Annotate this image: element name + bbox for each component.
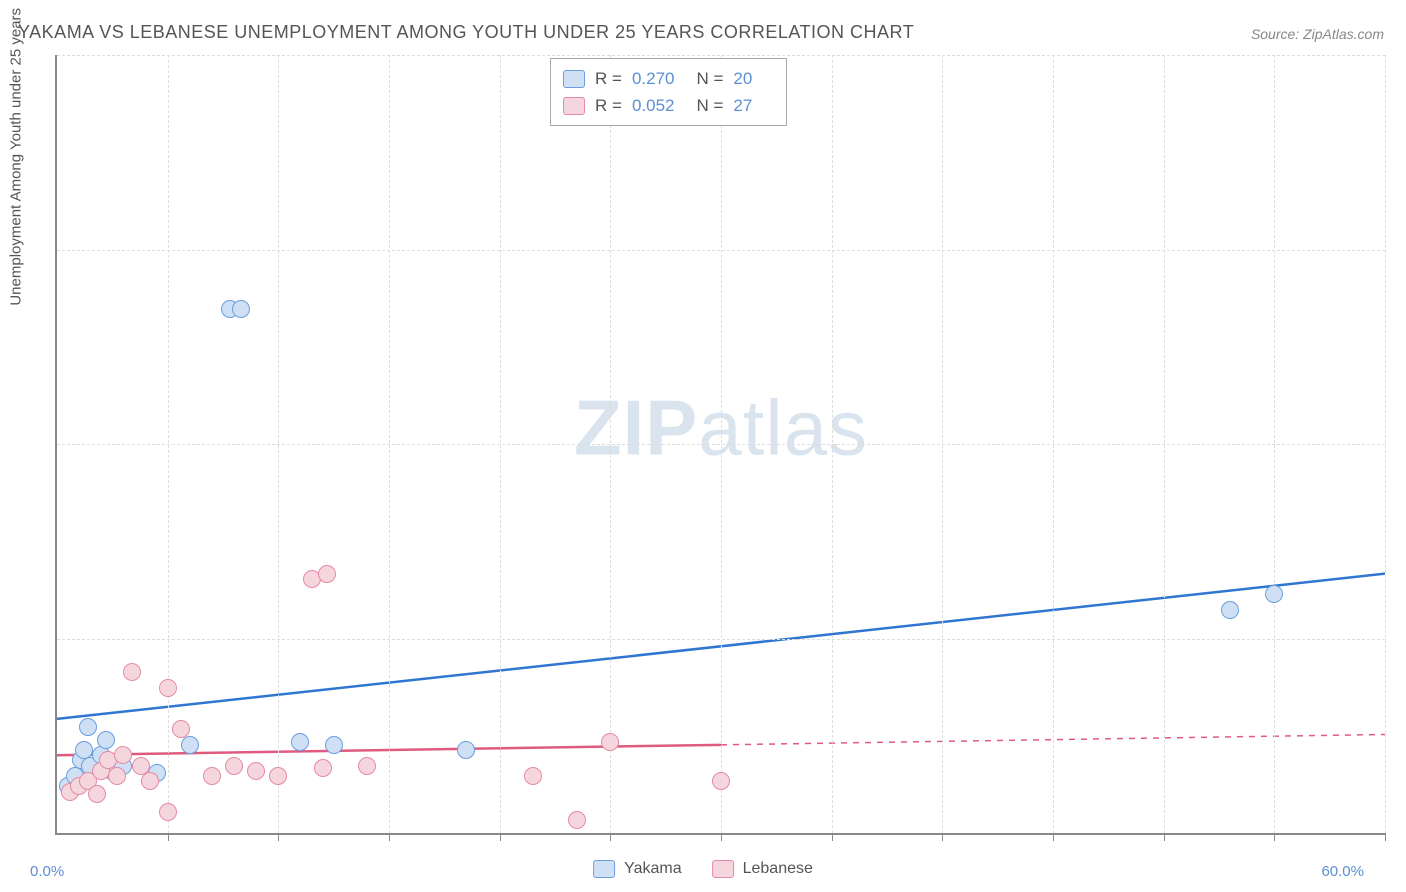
x-axis-min-label: 0.0% [30,863,64,880]
x-tick [168,833,169,841]
stats-legend-box: R = 0.270 N = 20 R = 0.052 N = 27 [550,58,787,126]
bottom-legend: Yakama Lebanese [593,860,813,878]
x-tick [500,833,501,841]
n-label: N = [696,92,723,119]
gridline-v [832,55,833,833]
x-tick [389,833,390,841]
x-axis-max-label: 60.0% [1321,863,1364,880]
data-point [358,757,376,775]
data-point [108,767,126,785]
x-tick [1164,833,1165,841]
y-axis-label: Unemployment Among Youth under 25 years [8,8,25,306]
data-point [314,759,332,777]
data-point [1221,601,1239,619]
x-tick [721,833,722,841]
legend-label-yakama: Yakama [624,860,682,878]
source-attribution: Source: ZipAtlas.com [1251,26,1384,42]
data-point [114,746,132,764]
data-point [79,718,97,736]
data-point [1265,585,1283,603]
r-label: R = [595,65,622,92]
legend-swatch-lebanese [712,860,734,878]
legend-label-lebanese: Lebanese [743,860,813,878]
data-point [712,772,730,790]
r-label: R = [595,92,622,119]
data-point [75,741,93,759]
n-value-yakama: 20 [733,65,752,92]
data-point [172,720,190,738]
legend-swatch-yakama [593,860,615,878]
stats-row-yakama: R = 0.270 N = 20 [563,65,764,92]
gridline-v [1053,55,1054,833]
data-point [97,731,115,749]
n-value-lebanese: 27 [733,92,752,119]
data-point [601,733,619,751]
data-point [325,736,343,754]
swatch-lebanese [563,97,585,115]
data-point [88,785,106,803]
x-tick [1274,833,1275,841]
gridline-v [1164,55,1165,833]
data-point [123,663,141,681]
stats-row-lebanese: R = 0.052 N = 27 [563,92,764,119]
data-point [568,811,586,829]
data-point [232,300,250,318]
data-point [457,741,475,759]
swatch-yakama [563,70,585,88]
data-point [524,767,542,785]
gridline-v [721,55,722,833]
watermark-rest: atlas [698,384,868,472]
gridline-v [389,55,390,833]
gridline-v [278,55,279,833]
data-point [225,757,243,775]
gridline-v [1274,55,1275,833]
n-label: N = [696,65,723,92]
data-point [181,736,199,754]
x-tick [278,833,279,841]
plot-area: ZIPatlas 37.5%75.0%112.5%150.0% [55,55,1385,835]
x-tick [942,833,943,841]
data-point [203,767,221,785]
x-tick [1053,833,1054,841]
x-tick [610,833,611,841]
x-tick [832,833,833,841]
gridline-v [610,55,611,833]
legend-item-lebanese: Lebanese [712,860,813,878]
gridline-v [168,55,169,833]
data-point [318,565,336,583]
data-point [159,679,177,697]
data-point [291,733,309,751]
r-value-yakama: 0.270 [632,65,675,92]
watermark-bold: ZIP [574,384,698,472]
data-point [269,767,287,785]
gridline-v [942,55,943,833]
gridline-v [1385,55,1386,833]
r-value-lebanese: 0.052 [632,92,675,119]
gridline-v [500,55,501,833]
data-point [141,772,159,790]
x-tick [1385,833,1386,841]
legend-item-yakama: Yakama [593,860,682,878]
chart-title: YAKAMA VS LEBANESE UNEMPLOYMENT AMONG YO… [18,22,914,43]
data-point [247,762,265,780]
data-point [159,803,177,821]
